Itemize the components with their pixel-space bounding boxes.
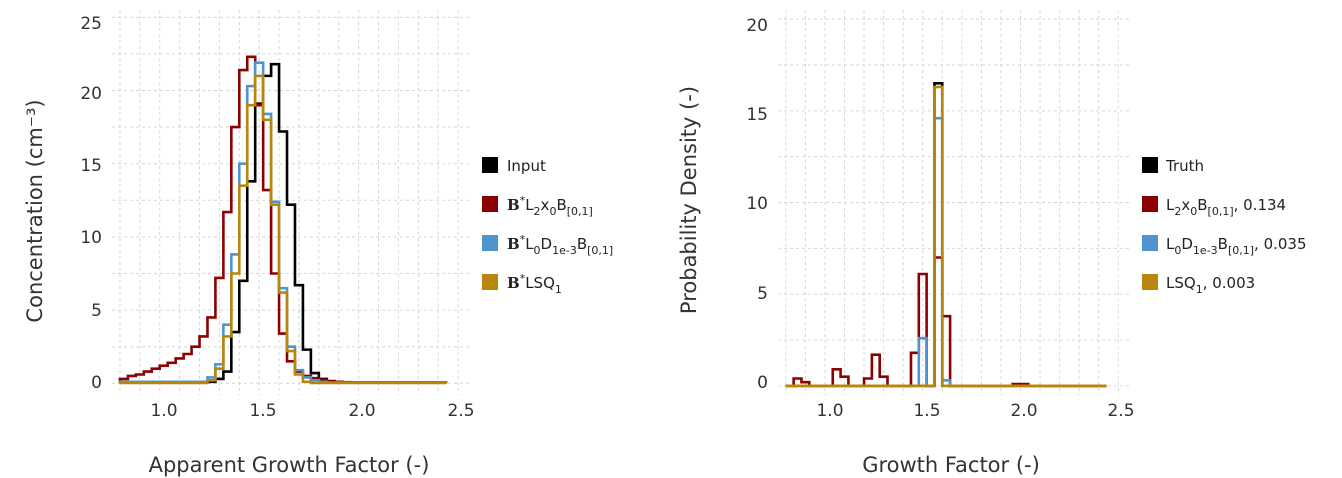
right-chart-grid [778, 10, 1130, 395]
left-legend-item-lsq: B*LSQ1 [482, 272, 562, 296]
series-line-right-2 [785, 116, 1107, 388]
left-x-tick-label: 2.0 [348, 401, 375, 421]
left-y-tick-label: 5 [91, 301, 102, 321]
legend-swatch-blue [482, 235, 498, 251]
left-legend: Input B*L2x0B[0,1] B*L0D1e-3B[0,1] B*LSQ… [482, 157, 613, 296]
left-y-tick-label: 15 [80, 156, 102, 176]
left-y-tick-label: 20 [80, 84, 102, 104]
left-chart-grid [112, 10, 470, 395]
legend-swatch-black [482, 157, 498, 173]
right-x-tick-label: 1.0 [816, 401, 843, 421]
right-x-tick-label: 2.5 [1107, 401, 1134, 421]
legend-swatch-black [1142, 157, 1158, 173]
left-x-tick-label: 1.0 [150, 401, 177, 421]
left-x-tick-label: 1.5 [249, 401, 276, 421]
series-line-left-2 [118, 61, 448, 384]
right-y-tick-labels: 0 5 10 15 20 [746, 16, 768, 393]
right-legend-item-lsq: LSQ1, 0.003 [1142, 274, 1255, 296]
right-chart-series [785, 82, 1107, 388]
right-y-axis-label: Probability Density (-) [677, 86, 701, 314]
right-x-tick-label: 1.5 [913, 401, 940, 421]
right-y-tick-label: 15 [746, 105, 768, 125]
left-chart-panel: 0 5 10 15 20 25 1.0 1.5 2.0 2.5 Apparent… [23, 10, 475, 477]
series-line-left-1 [118, 55, 448, 384]
left-y-tick-label: 25 [80, 14, 102, 34]
left-legend-label-l2x0: B*L2x0B[0,1] [507, 194, 593, 218]
right-y-tick-label: 10 [746, 194, 768, 214]
left-legend-label-l0d: B*L0D1e-3B[0,1] [507, 233, 613, 257]
right-legend-item-truth: Truth [1142, 157, 1204, 175]
series-line-left-0 [118, 62, 448, 384]
left-chart-series [118, 55, 448, 385]
right-legend-label-l2x0: L2x0B[0,1], 0.134 [1166, 196, 1286, 218]
legend-swatch-darkred [482, 196, 498, 212]
left-x-tick-labels: 1.0 1.5 2.0 2.5 [150, 401, 474, 421]
right-legend-item-l2x0: L2x0B[0,1], 0.134 [1142, 196, 1286, 218]
series-line-left-3 [118, 74, 448, 385]
left-y-tick-labels: 0 5 10 15 20 25 [80, 14, 102, 393]
series-line-right-3 [785, 85, 1107, 388]
left-legend-label-input: Input [507, 157, 546, 175]
right-x-tick-labels: 1.0 1.5 2.0 2.5 [816, 401, 1134, 421]
left-legend-item-l2x0: B*L2x0B[0,1] [482, 194, 593, 218]
legend-swatch-darkred [1142, 196, 1158, 212]
legend-swatch-blue [1142, 235, 1158, 251]
right-legend-label-l0d: L0D1e-3B[0,1], 0.035 [1166, 235, 1307, 257]
series-line-right-1 [785, 256, 1107, 388]
right-x-axis-label: Growth Factor (-) [862, 453, 1040, 477]
right-chart-panel: 0 5 10 15 20 1.0 1.5 2.0 2.5 Growth Fact… [677, 10, 1135, 477]
legend-swatch-gold [482, 274, 498, 290]
left-legend-label-lsq: B*LSQ1 [507, 272, 562, 296]
right-y-tick-label: 0 [757, 373, 768, 393]
right-y-tick-label: 20 [746, 16, 768, 36]
left-x-tick-label: 2.5 [447, 401, 474, 421]
left-y-tick-label: 10 [80, 228, 102, 248]
left-legend-item-l0d: B*L0D1e-3B[0,1] [482, 233, 613, 257]
right-x-tick-label: 2.0 [1010, 401, 1037, 421]
left-y-axis-label: Concentration (cm⁻³) [23, 99, 47, 322]
left-y-tick-label: 0 [91, 373, 102, 393]
right-legend: Truth L2x0B[0,1], 0.134 L0D1e-3B[0,1], 0… [1142, 157, 1307, 296]
right-legend-label-lsq: LSQ1, 0.003 [1166, 274, 1255, 296]
legend-swatch-gold [1142, 274, 1158, 290]
right-legend-label-truth: Truth [1165, 157, 1204, 175]
right-y-tick-label: 5 [757, 284, 768, 304]
left-x-axis-label: Apparent Growth Factor (-) [149, 453, 430, 477]
right-legend-item-l0d: L0D1e-3B[0,1], 0.035 [1142, 235, 1307, 257]
left-legend-item-input: Input [482, 157, 546, 175]
